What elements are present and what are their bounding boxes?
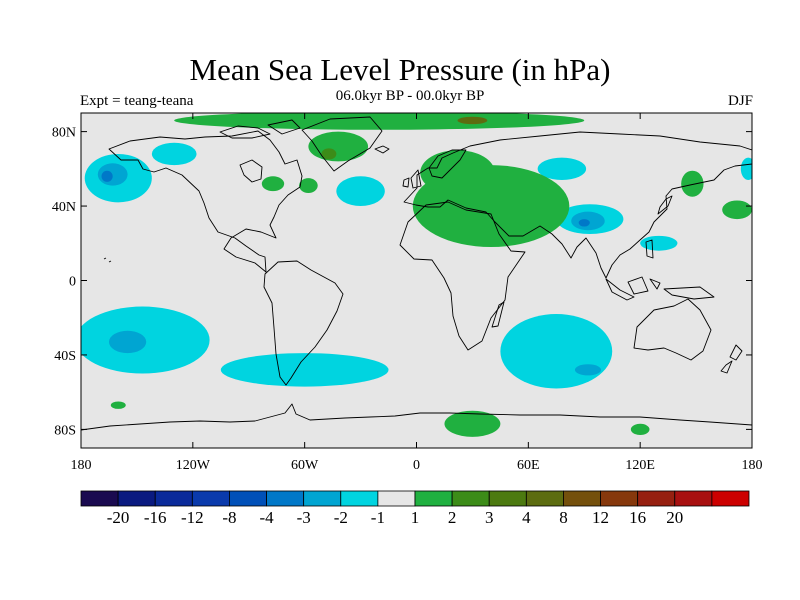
colorbar-label: 8: [559, 508, 568, 527]
colorbar-swatch: [600, 490, 639, 507]
anomaly-region-3: [151, 142, 197, 166]
x-tick-label: 60W: [291, 458, 319, 473]
anomaly-region-10: [537, 157, 587, 180]
colorbar-label: 16: [629, 508, 646, 527]
anomaly-region-26: [444, 410, 501, 437]
x-tick-label: 180: [71, 458, 92, 473]
anomaly-region-28: [110, 401, 126, 409]
australia-coast: [633, 298, 712, 361]
canadian-archipelago: [219, 119, 301, 139]
colorbar-swatch: [711, 490, 750, 507]
colorbar-swatch: [525, 490, 564, 507]
colorbar-label: 3: [485, 508, 494, 527]
latitude-axis: 80N 40N 0 40S 80S: [52, 126, 752, 438]
anomaly-region-11: [740, 157, 752, 180]
antarctica-coast: [81, 403, 752, 431]
colorbar-swatch: [637, 490, 676, 507]
greenland-coast: [301, 116, 383, 172]
season-label: DJF: [727, 93, 753, 109]
colorbar-label: 4: [522, 508, 531, 527]
madagascar-coast: [491, 301, 505, 328]
anomaly-region-9: [336, 176, 385, 207]
hawaii-islands: [103, 257, 112, 263]
x-tick-label: 60E: [517, 458, 540, 473]
colorbar-swatch: [674, 490, 713, 507]
anomaly-region-5: [108, 330, 147, 354]
anomaly-region-22: [299, 178, 318, 194]
anomaly-region-24: [681, 170, 704, 197]
experiment-label: Expt = teang-teana: [80, 93, 194, 109]
colorbar-label: 1: [411, 508, 420, 527]
colorbar-label: -1: [371, 508, 385, 527]
anomaly-region-19: [321, 148, 337, 160]
colorbar-label: -16: [144, 508, 167, 527]
y-tick-label: 40N: [52, 200, 76, 215]
y-tick-label: 0: [69, 275, 76, 290]
eurasia-coast: [403, 131, 752, 279]
colorbar-swatch: [340, 490, 379, 507]
coastlines: [81, 116, 752, 431]
new-zealand-coast: [720, 344, 743, 374]
anomaly-region-21: [457, 116, 488, 125]
colorbar-swatch: [266, 490, 305, 507]
colorbar-swatch: [488, 490, 527, 507]
colorbar: -20 -16 -12 -8 -4 -3 -2 -1 1 2 3 4 8 12 16 20: [80, 490, 750, 527]
x-tick-label: 180: [742, 458, 763, 473]
colorbar-swatch: [80, 490, 119, 507]
anomaly-region-20: [174, 113, 585, 130]
anomaly-region-2: [101, 170, 113, 182]
colorbar-label: 12: [592, 508, 609, 527]
colorbar-swatch: [229, 490, 267, 507]
colorbar-label: -4: [259, 508, 274, 527]
y-tick-label: 80S: [54, 423, 76, 438]
scandinavia-coast: [428, 149, 467, 179]
plot-title: Mean Sea Level Pressure (in hPa): [189, 52, 611, 87]
anomaly-region-27: [630, 423, 650, 435]
colorbar-label: -12: [181, 508, 204, 527]
colorbar-label: 2: [448, 508, 457, 527]
y-tick-label: 40S: [54, 349, 76, 364]
colorbar-swatch: [451, 490, 490, 507]
colorbar-label: -20: [107, 508, 130, 527]
anomaly-region-15: [640, 235, 678, 251]
x-tick-label: 0: [413, 458, 420, 473]
colorbar-label: 20: [666, 508, 683, 527]
anomaly-region-14: [578, 219, 590, 227]
anomaly-region-8: [574, 364, 602, 376]
iceland-coast: [374, 145, 390, 154]
colorbar-swatch: [303, 490, 342, 507]
anomaly-region-7: [500, 314, 613, 389]
south-america-coast: [263, 260, 344, 386]
colorbar-swatch: [117, 490, 156, 507]
x-tick-label: 120W: [176, 458, 211, 473]
anomaly-region-25: [722, 200, 752, 220]
anomaly-contours: [81, 113, 752, 437]
colorbar-swatch: [414, 490, 453, 507]
hudson-bay: [239, 159, 263, 183]
x-tick-label: 120E: [625, 458, 655, 473]
africa-coast: [399, 201, 526, 351]
colorbar-label: -3: [297, 508, 311, 527]
map-background: [81, 113, 752, 448]
colorbar-swatch: [191, 490, 230, 507]
y-tick-label: 80N: [52, 126, 76, 141]
period-subtitle: 06.0kyr BP - 00.0kyr BP: [335, 88, 485, 104]
anomaly-region-17: [420, 150, 495, 195]
anomaly-region-6: [220, 353, 389, 387]
colorbar-swatch: [377, 490, 416, 507]
anomaly-region-18: [308, 131, 369, 162]
longitude-axis: 180 120W 60W 0 60E 120E 180: [71, 113, 763, 473]
colorbar-swatch: [563, 490, 601, 507]
japan-coast: [657, 195, 673, 215]
colorbar-label: -2: [334, 508, 348, 527]
colorbar-label: -8: [222, 508, 236, 527]
british-isles-coast: [402, 169, 422, 189]
maritime-continent-coast: [605, 239, 715, 301]
colorbar-swatch: [154, 490, 193, 507]
anomaly-region-23: [261, 176, 285, 192]
